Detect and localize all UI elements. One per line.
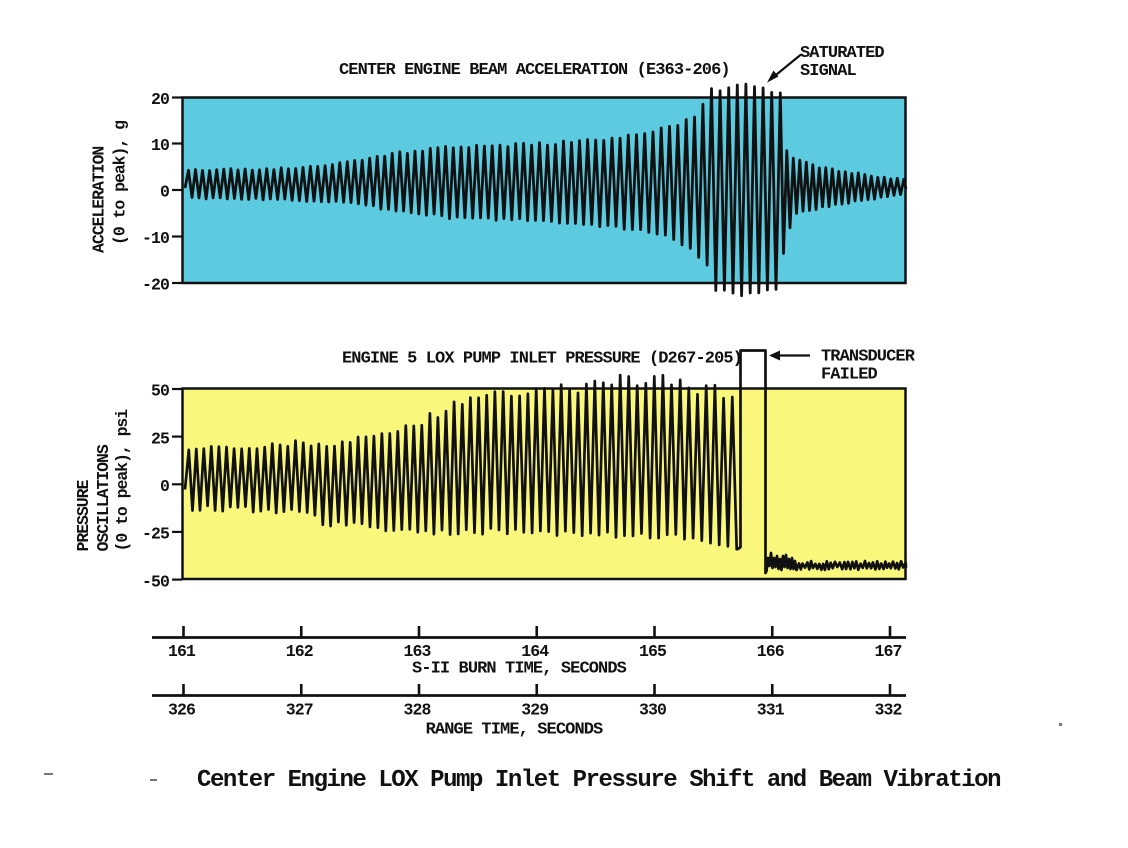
svg-text:330: 330	[639, 701, 666, 720]
svg-text:(0 to peak), psi: (0 to peak), psi	[113, 409, 132, 552]
svg-text:164: 164	[521, 642, 549, 661]
svg-text:(0 to peak), g: (0 to peak), g	[111, 121, 130, 245]
svg-text:327: 327	[286, 701, 313, 720]
svg-text:20: 20	[151, 90, 169, 109]
svg-text:329: 329	[521, 701, 548, 720]
svg-text:SIGNAL: SIGNAL	[800, 62, 857, 81]
svg-text:332: 332	[874, 701, 901, 720]
svg-text:163: 163	[403, 642, 431, 661]
svg-text:0: 0	[160, 183, 169, 202]
svg-text:Center Engine LOX Pump Inlet P: Center Engine LOX Pump Inlet Pressure Sh…	[197, 767, 1000, 794]
svg-text:167: 167	[874, 642, 901, 661]
svg-text:25: 25	[151, 429, 170, 448]
svg-text:CENTER ENGINE BEAM ACCELERATIO: CENTER ENGINE BEAM ACCELERATION (E363-20…	[339, 61, 730, 80]
svg-text:PRESSURE: PRESSURE	[74, 480, 93, 552]
svg-text:166: 166	[757, 642, 784, 661]
svg-text:RANGE TIME, SECONDS: RANGE TIME, SECONDS	[426, 721, 603, 740]
svg-text:-10: -10	[142, 229, 169, 248]
svg-text:OSCILLATIONS: OSCILLATIONS	[94, 444, 113, 551]
svg-text:-50: -50	[142, 572, 169, 591]
svg-text:-20: -20	[142, 276, 169, 295]
svg-text:331: 331	[757, 701, 785, 720]
svg-text:ENGINE 5 LOX PUMP INLET PRESSU: ENGINE 5 LOX PUMP INLET PRESSURE (D267-2…	[342, 350, 742, 369]
svg-text:10: 10	[151, 136, 169, 155]
svg-text:326: 326	[168, 701, 195, 720]
svg-text:165: 165	[639, 642, 667, 661]
svg-text:162: 162	[286, 642, 313, 661]
svg-text:SATURATED: SATURATED	[800, 44, 884, 63]
svg-text:50: 50	[151, 382, 169, 401]
svg-text:TRANSDUCER: TRANSDUCER	[821, 348, 916, 367]
svg-text:S-II BURN TIME, SECONDS: S-II BURN TIME, SECONDS	[412, 660, 627, 679]
svg-text:161: 161	[168, 642, 196, 661]
svg-text:FAILED: FAILED	[821, 366, 878, 385]
svg-text:-25: -25	[142, 525, 170, 544]
svg-text:ACCELERATION: ACCELERATION	[90, 147, 109, 253]
svg-text:0: 0	[160, 477, 169, 496]
svg-text:328: 328	[403, 701, 431, 720]
